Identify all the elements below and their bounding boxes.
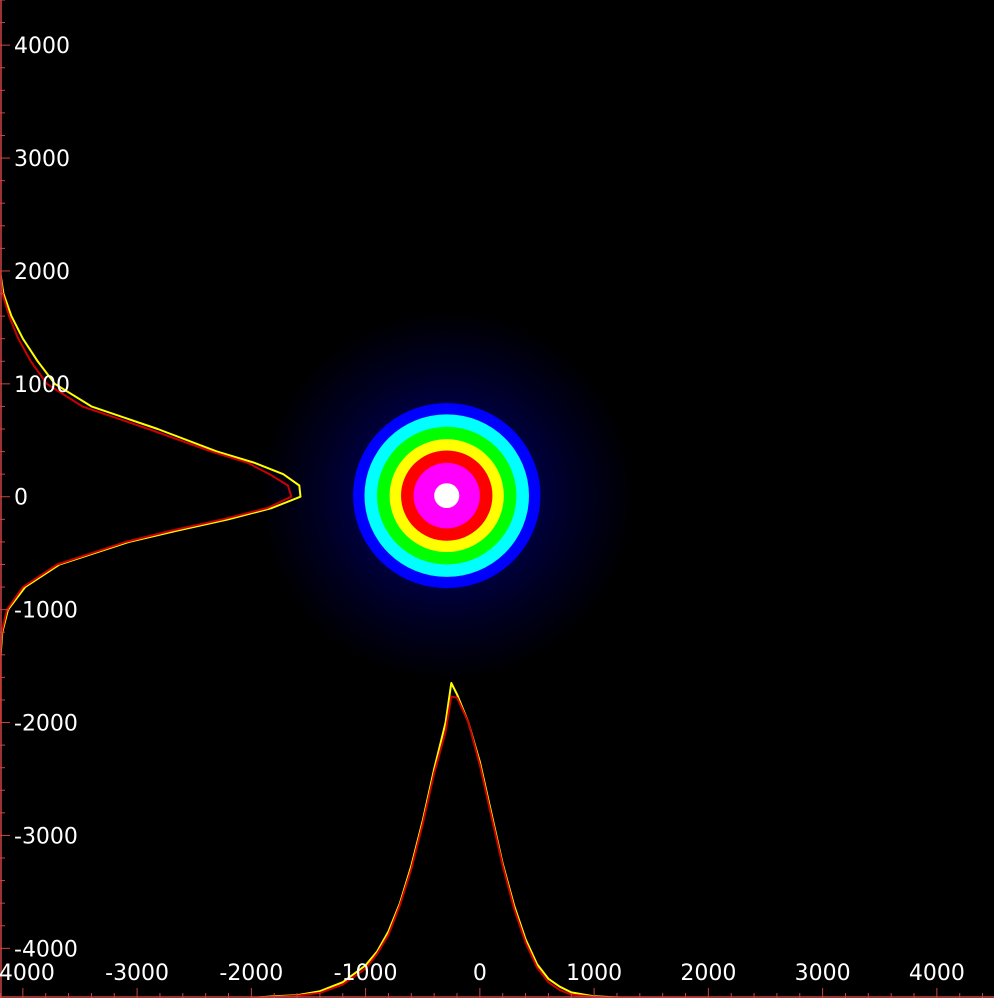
- y-tick-label: 1000: [14, 373, 70, 398]
- y-tick-label: 0: [14, 486, 28, 511]
- x-tick-label: 0: [473, 961, 487, 986]
- x-tick-label: 1000: [566, 961, 622, 986]
- y-tick-label: -2000: [14, 712, 78, 737]
- beam-ring-6: [434, 483, 460, 509]
- x-tick-label: -2000: [219, 961, 283, 986]
- x-tick-label: 3000: [795, 961, 851, 986]
- beam-intensity-map: [258, 309, 636, 682]
- x-tick-label: 2000: [680, 961, 736, 986]
- y-tick-label: -4000: [14, 937, 78, 962]
- y-tick-label: 2000: [14, 260, 70, 285]
- y-tick-label: 4000: [14, 34, 70, 59]
- x-tick-label: -1000: [334, 961, 398, 986]
- x-tick-label: -4000: [0, 961, 55, 986]
- y-tick-label: -3000: [14, 824, 78, 849]
- y-tick-label: 3000: [14, 147, 70, 172]
- y-tick-label: -1000: [14, 599, 78, 624]
- x-tick-label: 4000: [909, 961, 965, 986]
- x-tick-label: -3000: [105, 961, 169, 986]
